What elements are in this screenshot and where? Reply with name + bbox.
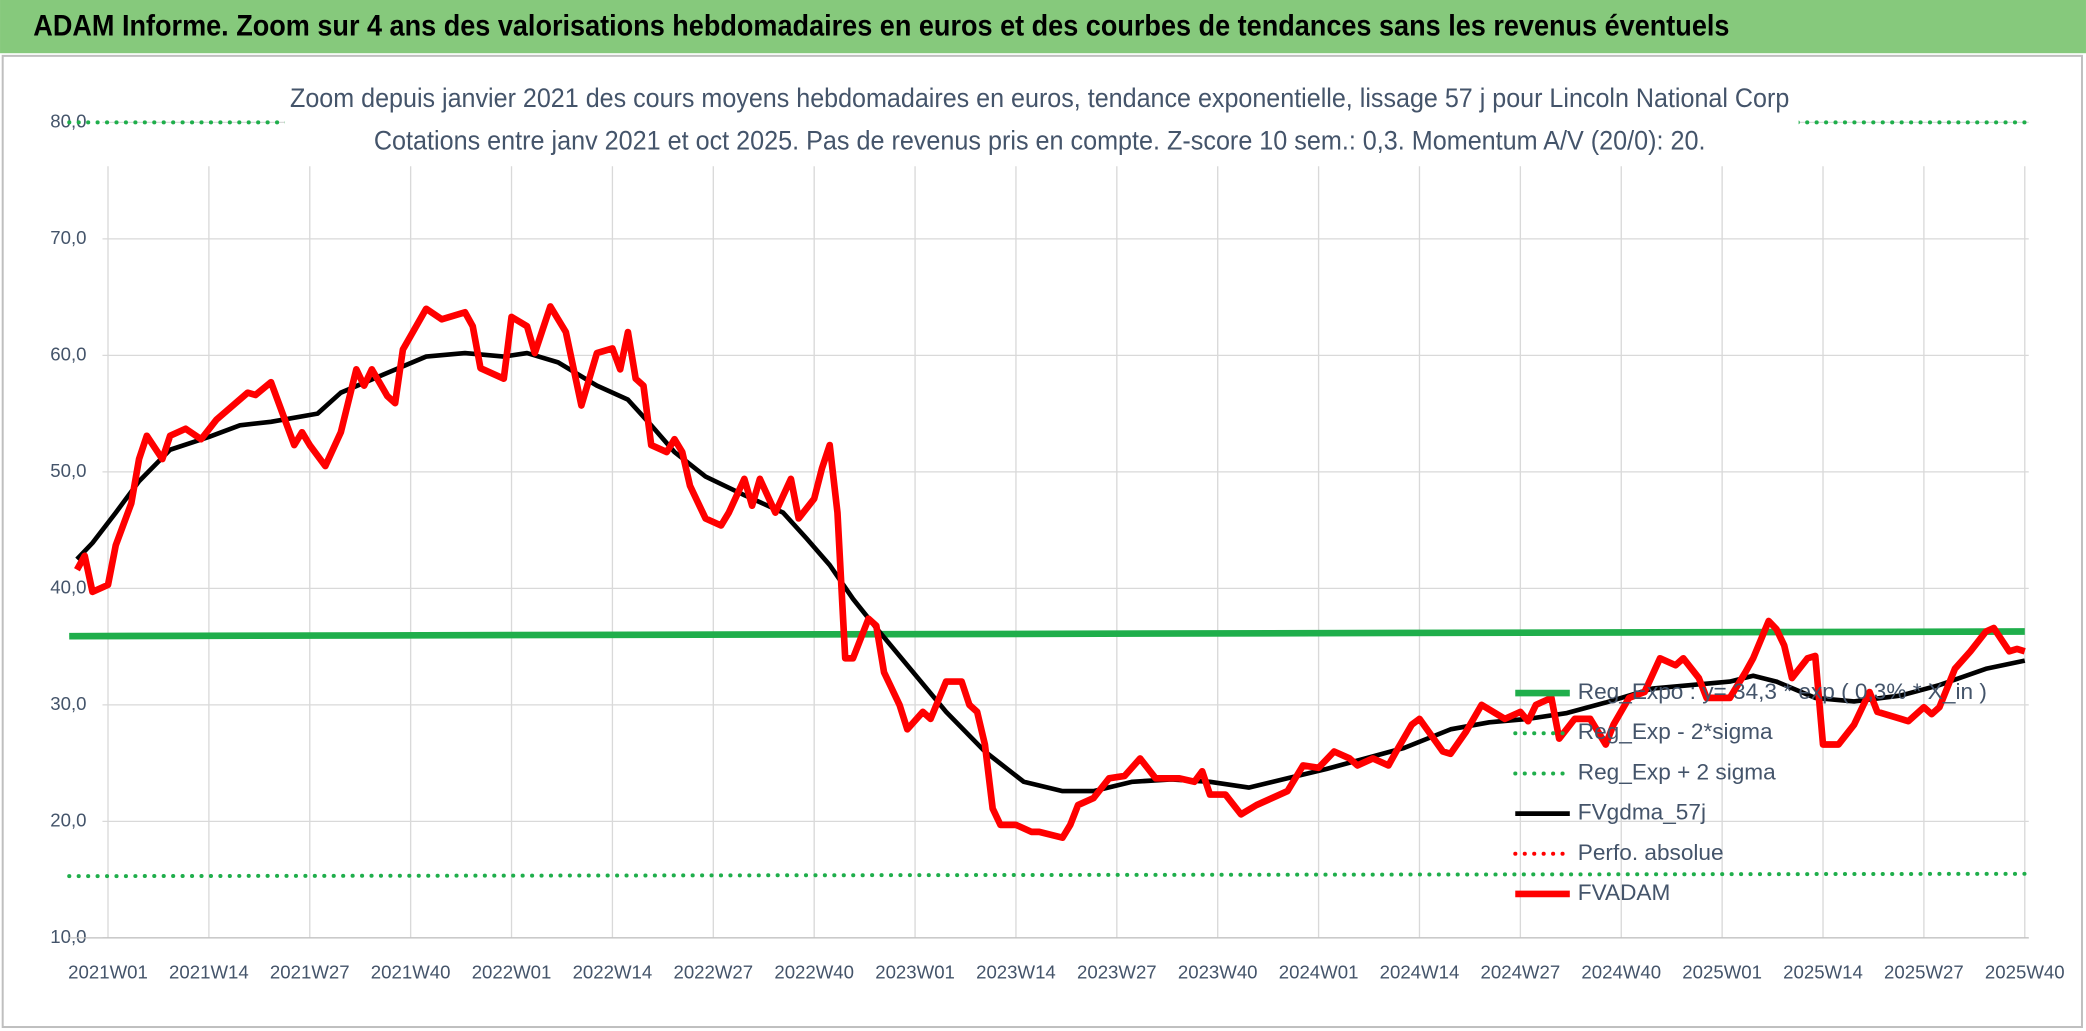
y-tick-label: 20,0 [50,809,86,830]
x-tick-label: 2025W27 [1884,962,1964,983]
x-tick-label: 2022W01 [472,962,552,983]
legend-label: Perfo. absolue [1578,840,1724,865]
header-title: ADAM Informe. Zoom sur 4 ans des valoris… [33,11,1729,43]
legend: Reg_Expo : y= 34,3 * exp ( 0,3% * X_in )… [1513,679,1987,905]
x-tick-label: 2024W40 [1581,962,1661,983]
chart-subtitle: Cotations entre janv 2021 et oct 2025. P… [374,125,1706,155]
y-tick-label: 40,0 [50,576,86,597]
y-tick-label: 30,0 [50,693,86,714]
x-tick-label: 2024W14 [1380,962,1460,983]
legend-label: FVADAM [1578,880,1671,905]
x-tick-label: 2021W40 [371,962,451,983]
series-line [75,350,2026,794]
x-tick-label: 2023W14 [976,962,1056,983]
series-line [74,303,2026,842]
x-tick-label: 2025W40 [1985,962,2065,983]
x-tick-label: 2021W27 [270,962,350,983]
x-tick-label: 2021W14 [169,962,249,983]
legend-label: Reg_Exp + 2 sigma [1578,759,1776,784]
x-tick-label: 2022W14 [573,962,653,983]
chart-title: Zoom depuis janvier 2021 des cours moyen… [290,83,1789,113]
x-tick-label: 2021W01 [68,962,148,983]
y-tick-label: 70,0 [50,227,86,248]
x-tick-label: 2025W14 [1783,962,1863,983]
x-tick-label: 2023W27 [1077,962,1157,983]
legend-label: FVgdma_57j [1578,800,1706,825]
x-tick-label: 2023W40 [1178,962,1258,983]
title-backdrop [284,77,1799,165]
legend-label: Reg_Exp - 2*sigma [1578,719,1773,744]
y-tick-label: 60,0 [50,343,86,364]
x-tick-label: 2024W01 [1279,962,1359,983]
x-tick-label: 2024W27 [1481,962,1561,983]
legend-label: Reg_Expo : y= 34,3 * exp ( 0,3% * X_in ) [1578,679,1987,704]
y-tick-label: 10,0 [50,926,86,947]
x-tick-label: 2022W40 [774,962,854,983]
x-tick-label: 2025W01 [1682,962,1762,983]
header-bar [0,0,2086,54]
series-line [69,628,2025,640]
chart-frame [1,54,2083,1029]
y-tick-label: 50,0 [50,460,86,481]
x-tick-label: 2023W01 [875,962,955,983]
x-tick-label: 2022W27 [673,962,753,983]
